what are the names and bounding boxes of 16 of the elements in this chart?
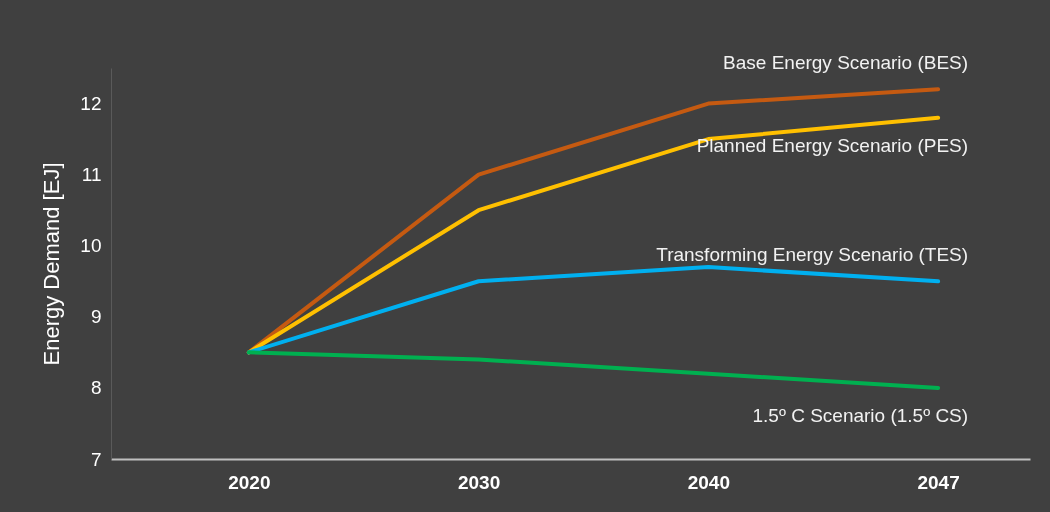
x-tick-label: 2020	[228, 471, 271, 493]
x-tick-label: 2030	[457, 471, 501, 493]
y-tick-label: 8	[90, 377, 102, 399]
series-label: Transforming Energy Scenario (TES)	[656, 244, 969, 266]
y-tick-label: 7	[90, 448, 102, 470]
y-tick-label: 10	[80, 235, 102, 257]
x-tick-label: 2047	[917, 471, 960, 493]
y-tick-label: 9	[90, 306, 102, 328]
y-tick-label: 11	[81, 164, 102, 186]
series-label: Planned Energy Scenario (PES)	[696, 134, 969, 156]
y-axis-title: Energy Demand [EJ]	[39, 162, 65, 366]
series-label: Base Energy Scenario (BES)	[723, 52, 969, 74]
y-tick-label: 12	[80, 93, 102, 115]
line-series	[246, 350, 941, 390]
x-tick-label: 2040	[687, 471, 730, 493]
series-label: 1.5º C Scenario (1.5º CS)	[752, 404, 969, 426]
